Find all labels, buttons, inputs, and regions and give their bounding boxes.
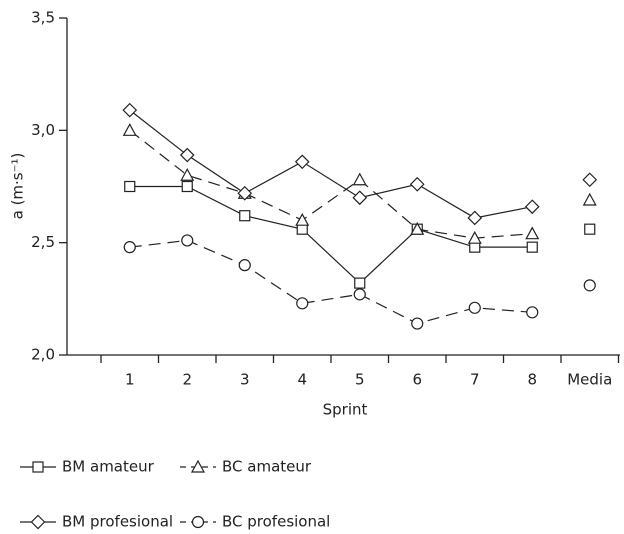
mean-point [584,223,596,235]
point [353,288,366,301]
point [526,306,539,319]
point [526,241,538,253]
x-tick-label: 6 [412,371,422,389]
point [181,180,193,193]
point [295,212,310,226]
series-line [129,109,533,219]
x-tick-label: 7 [470,371,480,389]
point [239,210,251,222]
point [525,226,540,240]
point [122,123,137,136]
x-tick-label: 5 [355,371,365,389]
mean-point [583,279,596,292]
point [122,102,138,118]
point [467,210,483,226]
legend-label: BM profesional [62,513,173,531]
y-tick-label: 2,5 [31,233,55,251]
mean-point [582,192,597,206]
point [411,317,424,330]
x-tick-label: Media [567,371,612,389]
legend-marker [191,515,205,529]
legend-label: BC amateur [222,458,312,476]
point [181,234,194,247]
point [238,259,251,272]
y-tick-label: 3,0 [31,121,55,139]
x-tick-label: 8 [527,371,537,389]
y-tick-label: 2,0 [31,346,55,364]
x-tick-label: 1 [125,371,135,389]
point [352,190,368,206]
legend-label: BM amateur [62,458,155,476]
point [296,297,309,310]
y-tick-label: 3,5 [31,9,55,27]
x-tick-label: 3 [240,371,250,389]
point [524,199,540,215]
point [352,172,367,186]
point [468,301,481,314]
point [294,154,310,170]
y-axis-label: a (m·s⁻¹) [9,153,27,220]
point [180,168,195,181]
legend-marker [190,459,206,473]
point [409,176,425,192]
point [179,147,195,163]
legend-marker [30,514,46,530]
x-tick-label: 4 [297,371,307,389]
point [354,277,366,289]
series-line [129,129,533,239]
point [124,180,136,193]
x-axis-label: Sprint [323,401,368,419]
series-line [129,239,533,325]
point [467,230,482,244]
legend-label: BC profesional [222,513,330,531]
series-line [129,185,533,284]
point [123,241,136,254]
point [237,185,253,201]
point [410,221,425,235]
x-tick-label: 2 [182,371,192,389]
legend-marker [32,461,44,473]
mean-point [582,172,598,188]
